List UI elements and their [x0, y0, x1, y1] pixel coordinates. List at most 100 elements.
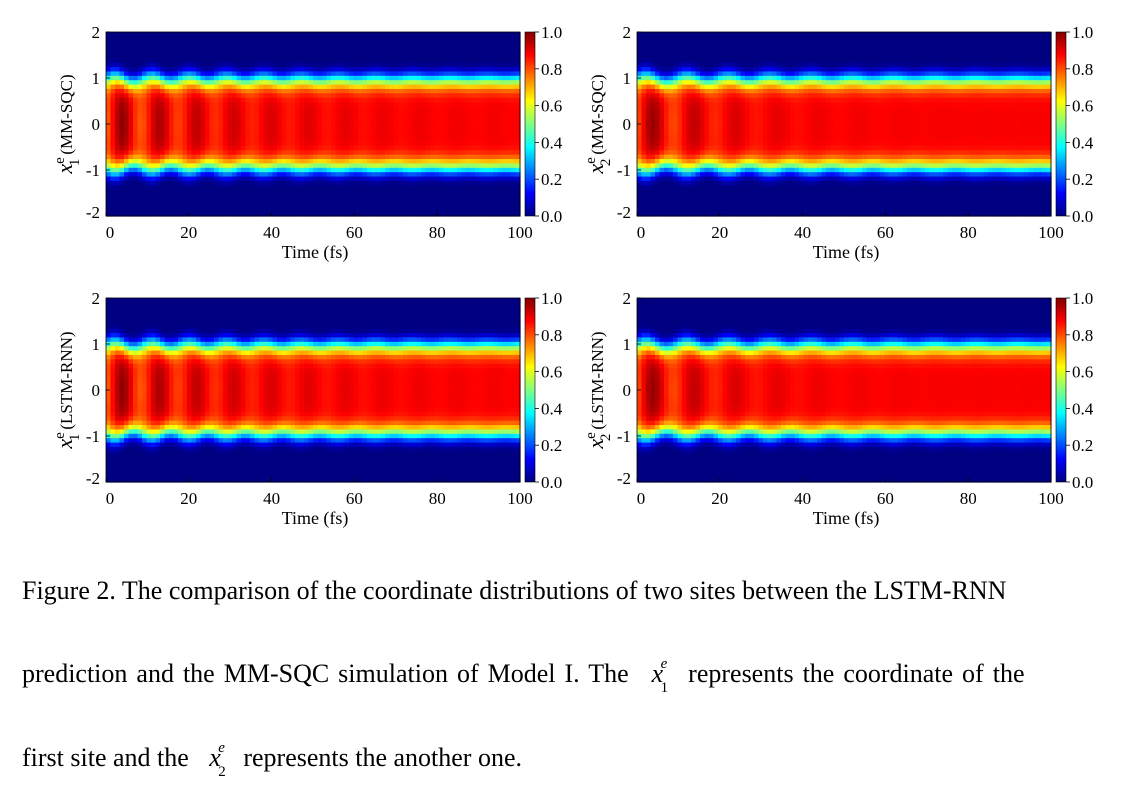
heatmap-cell: [691, 132, 697, 138]
heatmap-cell: [272, 185, 278, 191]
heatmap-cell: [403, 202, 409, 208]
heatmap-cell: [191, 128, 197, 134]
heatmap-cell: [340, 36, 346, 42]
heatmap-cell: [722, 132, 728, 138]
heatmap-cell: [727, 172, 733, 178]
heatmap-cell: [196, 145, 202, 151]
heatmap-cell: [353, 159, 359, 165]
heatmap-cell: [272, 45, 278, 51]
heatmap-cell: [263, 137, 269, 143]
heatmap-cell: [110, 128, 116, 134]
heatmap-cell: [673, 194, 679, 200]
heatmap-cell: [272, 75, 278, 81]
heatmap-cell: [164, 176, 170, 182]
heatmap-cell: [695, 145, 701, 151]
heatmap-cell: [110, 84, 116, 90]
heatmap-cell: [470, 40, 476, 46]
heatmap-cell: [290, 159, 296, 165]
heatmap-cell: [263, 124, 269, 129]
heatmap-cell: [173, 137, 179, 143]
heatmap-cell: [223, 194, 229, 200]
heatmap-cell: [349, 71, 355, 77]
heatmap-cell: [308, 75, 314, 81]
heatmap-cell: [736, 172, 742, 178]
heatmap-cell: [155, 128, 161, 134]
heatmap-cell: [151, 189, 157, 195]
heatmap-cell: [677, 172, 683, 178]
heatmap-cell: [322, 180, 328, 186]
heatmap-cell: [722, 71, 728, 77]
heatmap-cell: [241, 180, 247, 186]
heatmap-cell: [362, 211, 368, 217]
heatmap-cell: [673, 176, 679, 182]
heatmap-cell: [223, 62, 229, 68]
heatmap-cell: [196, 80, 202, 86]
heatmap-cell: [182, 141, 188, 147]
heatmap-cell: [749, 88, 755, 94]
heatmap-cell: [686, 194, 692, 200]
heatmap-cell: [196, 45, 202, 51]
heatmap-cell: [668, 176, 674, 182]
heatmap-cell: [443, 67, 449, 73]
heatmap-cell: [259, 84, 265, 90]
heatmap-cell: [682, 202, 688, 208]
heatmap-cell: [686, 198, 692, 204]
heatmap-cell: [709, 93, 715, 99]
heatmap-cell: [290, 75, 296, 81]
heatmap-cell: [506, 167, 512, 173]
heatmap-cell: [655, 172, 661, 178]
heatmap-cell: [178, 67, 184, 73]
heatmap-cell: [502, 124, 508, 129]
heatmap-cell: [695, 102, 701, 108]
heatmap-cell: [146, 132, 152, 138]
heatmap-cell: [434, 185, 440, 191]
heatmap-cell: [718, 154, 724, 160]
heatmap-cell: [241, 49, 247, 55]
heatmap-cell: [299, 49, 305, 55]
heatmap-cell: [380, 40, 386, 46]
heatmap-cell: [385, 84, 391, 90]
heatmap-cell: [313, 189, 319, 195]
heatmap-cell: [668, 84, 674, 90]
heatmap-cell: [475, 145, 481, 151]
heatmap-cell: [295, 71, 301, 77]
heatmap-cell: [106, 137, 112, 143]
heatmap-cell: [205, 180, 211, 186]
heatmap-cell: [439, 176, 445, 182]
heatmap-cell: [407, 211, 413, 217]
heatmap-cell: [133, 58, 139, 64]
heatmap-cell: [664, 88, 670, 94]
heatmap-cell: [281, 36, 287, 42]
heatmap-cell: [317, 185, 323, 191]
heatmap-cell: [650, 53, 656, 59]
heatmap-cell: [425, 67, 431, 73]
heatmap-cell: [650, 45, 656, 51]
heatmap-cell: [673, 132, 679, 138]
heatmap-cell: [277, 106, 283, 112]
heatmap-cell: [493, 67, 499, 73]
heatmap-cell: [290, 137, 296, 143]
heatmap-cell: [133, 62, 139, 68]
heatmap-cell: [664, 132, 670, 138]
heatmap-cell: [691, 145, 697, 151]
heatmap-cell: [511, 211, 517, 217]
heatmap-cell: [344, 67, 350, 73]
heatmap-cell: [133, 75, 139, 81]
heatmap-cell: [299, 137, 305, 143]
heatmap-cell: [272, 97, 278, 103]
heatmap-cell: [452, 132, 458, 138]
heatmap-cell: [178, 62, 184, 68]
heatmap-cell: [439, 115, 445, 121]
heatmap-cell: [119, 58, 125, 64]
heatmap-cell: [268, 97, 274, 103]
y-tick-label: -1: [86, 161, 100, 180]
heatmap-cell: [173, 67, 179, 73]
heatmap-cell: [277, 119, 283, 125]
heatmap-cell: [745, 71, 751, 77]
heatmap-cell: [272, 71, 278, 77]
heatmap-cell: [358, 137, 364, 143]
heatmap-cell: [137, 150, 143, 156]
heatmap-cell: [160, 172, 166, 178]
heatmap-cell: [137, 145, 143, 151]
heatmap-cell: [146, 202, 152, 208]
